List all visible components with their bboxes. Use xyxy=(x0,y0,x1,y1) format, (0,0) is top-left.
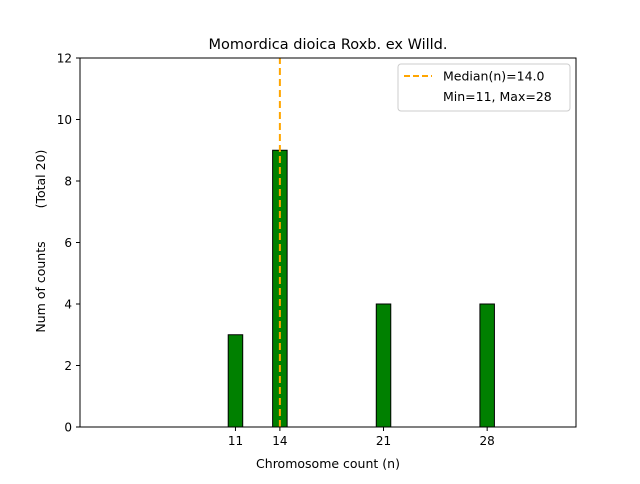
chart-title: Momordica dioica Roxb. ex Willd. xyxy=(208,37,447,53)
legend-median-label: Median(n)=14.0 xyxy=(443,69,544,84)
x-tick-label-14: 14 xyxy=(272,434,287,448)
plot-frame xyxy=(79,57,577,428)
y-tick-label-4: 4 xyxy=(64,298,72,312)
legend: Median(n)=14.0 Min=11, Max=28 xyxy=(397,63,571,112)
bar-11 xyxy=(227,334,244,428)
y-tick-label-6: 6 xyxy=(64,236,72,250)
y-ticks: 0 2 4 6 8 10 12 xyxy=(57,52,80,435)
y-tick-label-12: 12 xyxy=(57,52,72,66)
legend-box xyxy=(397,63,571,112)
x-tick-label-21: 21 xyxy=(376,434,391,448)
y-tick-label-8: 8 xyxy=(64,175,72,189)
y-tick-label-0: 0 xyxy=(64,421,72,435)
x-axis-label: Chromosome count (n) xyxy=(256,456,400,471)
legend-range-label: Min=11, Max=28 xyxy=(443,89,552,104)
bar-28 xyxy=(479,303,495,428)
bar-21 xyxy=(375,303,392,428)
bars-group xyxy=(227,149,495,428)
y-axis-label: Num of counts xyxy=(33,241,48,332)
x-tick-label-11: 11 xyxy=(228,434,243,448)
y-tick-label-2: 2 xyxy=(64,359,72,373)
x-tick-label-28: 28 xyxy=(480,434,495,448)
y-tick-label-10: 10 xyxy=(57,113,72,127)
x-ticks: 11 14 21 28 xyxy=(228,427,495,448)
y-axis-total-note: (Total 20) xyxy=(33,150,48,209)
